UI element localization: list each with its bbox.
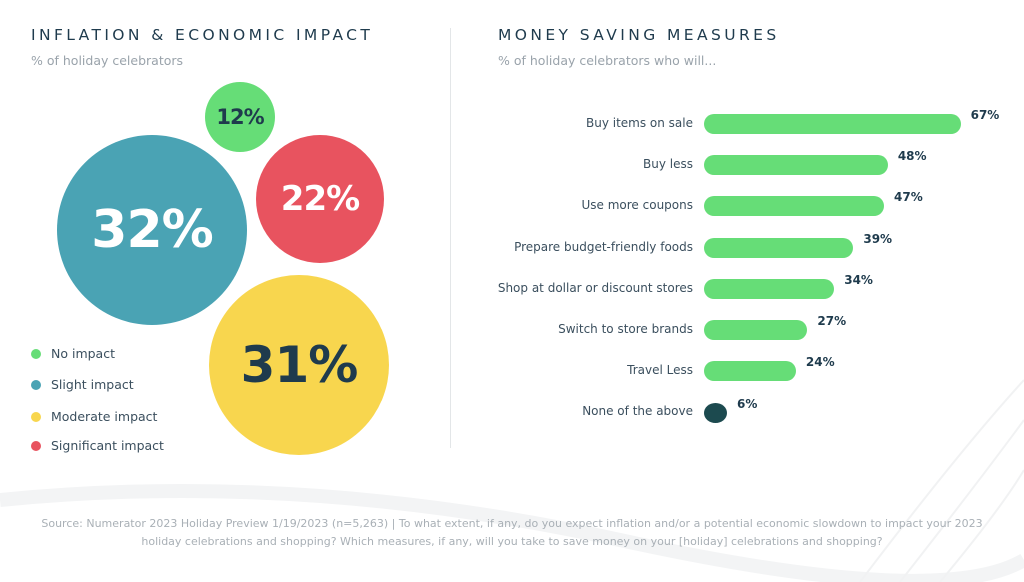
- bar-category-label: Switch to store brands: [558, 322, 693, 336]
- bar-row: Travel Less 24%: [460, 355, 1020, 382]
- bar: [704, 278, 835, 299]
- legend-swatch: [31, 440, 41, 451]
- bar-category-label: Travel Less: [627, 363, 693, 378]
- legend-swatch: [31, 348, 41, 359]
- bar: [704, 155, 888, 176]
- bar: [704, 237, 854, 258]
- bar-value-label: 34%: [844, 272, 873, 287]
- bar-value-label: 39%: [863, 231, 893, 246]
- bar-value-label: 24%: [805, 355, 835, 370]
- bar-category-label: Prepare budget-friendly foods: [514, 239, 693, 254]
- bar-row: Buy items on sale 67%: [460, 108, 1020, 135]
- bubble-moderate-impact: 31%: [209, 275, 389, 455]
- bar-category-label: Buy less: [643, 157, 693, 172]
- bar-row: None of the above 6%: [460, 397, 1020, 424]
- bar-category-label: Use more coupons: [581, 198, 694, 213]
- bar-value-label: 27%: [817, 314, 847, 328]
- left-panel-subtitle: % of holiday celebrators: [31, 53, 184, 68]
- legend-swatch: [31, 379, 41, 390]
- bar-category-label: Buy items on sale: [585, 116, 693, 130]
- legend-label: Moderate impact: [51, 409, 158, 424]
- legend-item: Significant impact: [31, 438, 164, 453]
- bar-value-label: 67%: [970, 108, 1000, 122]
- bar-value-label: 48%: [897, 149, 927, 164]
- legend-label: No impact: [51, 346, 115, 361]
- legend-item: Moderate impact: [31, 409, 157, 424]
- right-panel-title: MONEY SAVING MEASURES: [498, 26, 780, 44]
- legend-label: Slight impact: [51, 377, 134, 392]
- bubble-label: 31%: [240, 336, 359, 394]
- legend-swatch: [31, 411, 41, 422]
- bar-row: Use more coupons 47%: [460, 190, 1020, 217]
- bubble-no-impact: 12%: [205, 82, 275, 152]
- bubble-label: 22%: [280, 179, 360, 219]
- bar-row: Buy less 48%: [460, 149, 1020, 176]
- left-panel-title: INFLATION & ECONOMIC IMPACT: [31, 26, 374, 44]
- bar-category-label: Shop at dollar or discount stores: [497, 280, 693, 295]
- legend-label: Significant impact: [51, 438, 164, 453]
- bubble-slight-impact: 32%: [57, 135, 247, 325]
- bar-value-label: 6%: [736, 397, 758, 412]
- legend-item: No impact: [31, 346, 115, 361]
- bar: [704, 196, 884, 217]
- source-footnote: Source: Numerator 2023 Holiday Preview 1…: [41, 517, 983, 548]
- right-panel-subtitle: % of holiday celebrators who will...: [498, 53, 717, 68]
- bar-value-label: 47%: [894, 190, 923, 205]
- bar-row: Prepare budget-friendly foods 39%: [460, 232, 1020, 259]
- bar: [704, 403, 727, 424]
- bubble-label: 32%: [91, 200, 213, 260]
- bar-row: Switch to store brands 27%: [460, 314, 1020, 341]
- bar-row: Shop at dollar or discount stores 34%: [460, 273, 1020, 300]
- panel-divider: [450, 28, 451, 448]
- bubble-label: 12%: [216, 105, 264, 129]
- bar: [704, 114, 961, 134]
- legend-item: Slight impact: [31, 377, 134, 392]
- bar: [704, 320, 808, 340]
- bar-category-label: None of the above: [582, 404, 693, 419]
- bubble-significant-impact: 22%: [256, 135, 384, 263]
- bar: [704, 361, 796, 382]
